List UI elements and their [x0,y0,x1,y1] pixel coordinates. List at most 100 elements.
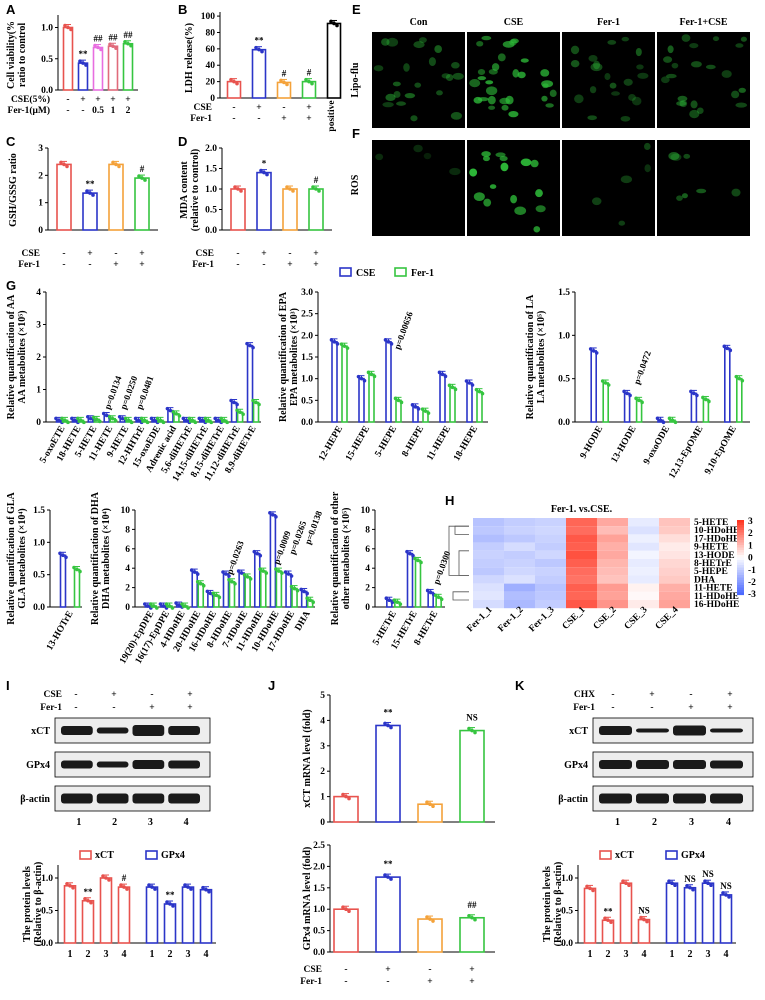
g-la-xtick-label: 13-HODE [610,425,639,465]
g-aa-bar-cse-point [149,416,154,421]
g-la-bar-fer1-point [606,383,611,387]
cell-dot [418,37,427,43]
j-row1-label: CSE [304,965,322,975]
cell-dot [512,69,520,78]
c-bar-point [59,160,63,165]
g-aa-bar-fer1-point [235,408,239,413]
h-cell [628,583,659,592]
g-other-bar-cse-point [425,588,430,593]
h-cell [566,600,597,609]
j-xct-bar-point [347,796,351,801]
g-dha-bar-cse-point [174,601,178,605]
cell-dot [587,115,597,121]
g-la-bar-cse-point [594,351,599,355]
h-cell [473,534,504,543]
cell-dot [731,188,741,197]
g-la-xtick-label: 9-HODE [579,425,606,461]
h-scale-swatch [737,590,744,593]
j-xct-ytick-label: 4 [320,716,325,726]
k-quant-legend-label: xCT [615,850,634,861]
g-la-bar-cse-point [655,416,660,421]
h-cell [659,575,690,584]
g-epa-xtick-label: 11-HEPE [425,425,453,463]
h-scale-swatch [737,592,744,596]
row1-sign: + [256,103,261,113]
j-gpx4-ytick-label: 1.0 [313,905,325,915]
cell-dot [683,153,691,159]
cell-dot [499,97,511,105]
cell-dot [644,164,651,173]
cell-dot [735,102,748,108]
g-epa-bar-cse-point [389,342,394,346]
g-dha-bar-cse-point [271,513,275,517]
cell-dot [520,158,532,167]
j-gpx4-bar [333,908,359,953]
panel-label-d: D [178,134,187,149]
c-bar [134,177,150,231]
h-row-label: 11-HETE [694,584,733,594]
cell-dot [452,72,464,80]
g-other-bar-fer1-point [416,558,420,563]
a-bar-point [78,59,82,63]
g-dha-bar-cse-point [258,553,263,558]
k-quant-xtick-label: 1 [670,949,675,960]
h-col-label: Fer-1_1 [465,605,494,634]
k-row1-sign: + [649,690,654,700]
panel-label-i: I [6,678,10,693]
g-la-bar-fer1 [735,377,743,423]
i-quant-ylabel: (Relative to β-actin) [33,862,44,947]
g-dha-bar-cse-point [195,572,200,576]
g-epa-bar-cse-point [413,405,418,409]
g-epa-ytick-label: 3.0 [301,288,313,298]
cell-dot [501,104,509,111]
j-gpx4-ytick-label: 2.0 [313,862,325,872]
h-scale-label: -3 [748,590,756,600]
g-la-bar-cse-point [628,393,632,398]
g-aa-bar-fer1-point [219,416,223,421]
row2-sign: - [262,260,265,270]
g-aa-bar-fer1-point [79,418,83,423]
g-dha-bar-fer1-point [292,586,297,591]
g-other-bar-fer1 [414,559,422,608]
panel-label-b: B [178,2,187,17]
i-quant-bar-point [71,886,75,890]
k-lane-label: 1 [615,817,620,828]
cell-dot [681,34,691,42]
h-dendrogram [454,525,469,535]
g-la-bar-fer1-point [640,400,644,405]
h-row-label: 11-HDoHE [694,592,739,602]
g-dha-bar-fer1-point [258,567,263,571]
j-gpx4-bar-point [344,907,348,911]
h-cell [566,534,597,543]
k-lane-label: 2 [652,817,657,828]
j-gpx4-bar [417,918,443,953]
i-quant-xtick-label: 2 [86,949,91,960]
c-ytick-label: 3 [38,144,43,154]
cell-dot [541,95,548,102]
g-dha-bar-fer1-point [305,596,309,601]
g-la-bar-cse [690,392,698,423]
row1-label: CSE(5%) [11,94,50,105]
h-scale-swatch [737,567,744,571]
h-cell [566,591,597,600]
h-row-label: 10-HDoHE [694,526,739,536]
g-aa-bar-cse-point [165,406,170,411]
a-bar-point [129,43,133,48]
g-aa-bar-cse-point [245,341,249,346]
h-cell [473,542,504,551]
g-dha-bar-fer1 [244,576,251,608]
g-la-bar-cse-point [622,389,626,394]
cell-dot [689,109,700,119]
row1-sign: - [62,249,65,259]
h-cell [473,518,504,527]
i-quant-significance: ** [166,890,176,900]
j-xct-bar-point [467,726,471,731]
row2-sign: + [113,260,118,270]
row1-sign: + [95,95,100,105]
i-quant-bar-point [207,889,211,894]
cell-dot [636,64,644,70]
g-aa-bar-fer1-point [63,418,67,423]
i-row2-sign: - [74,703,77,713]
i-lane-label: 3 [148,817,153,828]
g-la-ylabel: Relative quantification of LA [525,294,536,419]
